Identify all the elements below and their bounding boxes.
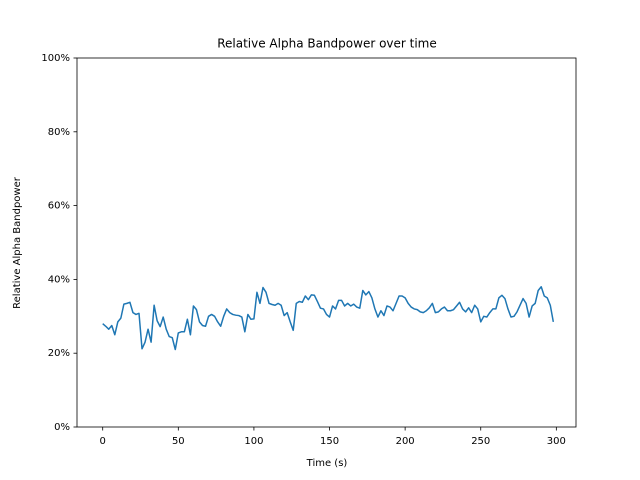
x-tick-label: 300 — [547, 436, 566, 447]
y-tick-label: 60% — [48, 201, 70, 212]
x-tick-label: 50 — [172, 436, 185, 447]
y-tick-label: 0% — [54, 422, 70, 433]
y-tick-label: 20% — [48, 348, 70, 359]
chart-title: Relative Alpha Bandpower over time — [217, 37, 437, 51]
x-tick-label: 250 — [471, 436, 490, 447]
x-tick-label: 200 — [396, 436, 415, 447]
x-tick-label: 150 — [320, 436, 339, 447]
y-tick-label: 40% — [48, 274, 70, 285]
data-line — [102, 286, 555, 351]
x-tick-label: 100 — [244, 436, 263, 447]
y-axis-label: Relative Alpha Bandpower — [12, 176, 23, 309]
x-tick-label: 0 — [100, 436, 106, 447]
plot-frame — [76, 57, 577, 428]
x-axis-label: Time (s) — [306, 458, 348, 469]
y-tick-label: 100% — [41, 53, 70, 64]
y-tick-label: 80% — [48, 127, 70, 138]
